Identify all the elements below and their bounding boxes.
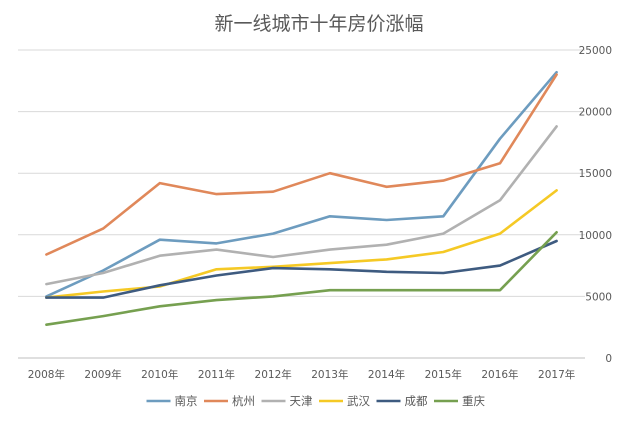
series-line-4	[45, 189, 558, 299]
series-line-5	[45, 239, 558, 299]
x-tick-label: 2013年	[311, 368, 348, 381]
x-tick-label: 2009年	[84, 368, 121, 381]
series-line-1	[45, 70, 558, 298]
legend-label: 南京	[175, 394, 198, 408]
series-lines	[45, 70, 558, 327]
legend-item: 武汉	[319, 394, 370, 408]
x-tick-label: 2015年	[425, 368, 462, 381]
x-tick-label: 2016年	[481, 368, 518, 381]
chart-title: 新一线城市十年房价涨幅	[214, 13, 423, 35]
x-tick-label: 2014年	[368, 368, 405, 381]
legend-label: 武汉	[347, 394, 370, 408]
legend: 南京 杭州 天津 武汉 成都 重庆	[146, 394, 485, 408]
y-tick-label: 15000	[579, 168, 612, 180]
legend-item: 杭州	[204, 394, 255, 408]
legend-item: 重庆	[434, 394, 485, 408]
legend-item: 南京	[146, 394, 198, 408]
grid-lines	[18, 49, 585, 359]
y-axis-ticks: 0 5000 10000 15000 20000 25000	[579, 45, 612, 365]
y-tick-label: 0	[605, 353, 612, 365]
y-tick-label: 20000	[579, 107, 612, 119]
legend-label: 成都	[405, 394, 428, 408]
y-tick-label: 5000	[585, 291, 612, 303]
legend-label: 天津	[290, 394, 313, 408]
legend-label: 重庆	[462, 394, 485, 408]
x-tick-label: 2017年	[538, 368, 575, 381]
legend-item: 成都	[376, 394, 428, 408]
series-line-6	[45, 231, 558, 327]
y-tick-label: 10000	[579, 230, 612, 242]
y-tick-label: 25000	[579, 45, 612, 57]
x-tick-label: 2010年	[141, 368, 178, 381]
x-axis-ticks: 2008年 2009年 2010年 2011年 2012年 2013年 2014年 2015年…	[28, 368, 576, 381]
x-tick-label: 2008年	[28, 368, 65, 381]
x-tick-label: 2012年	[255, 368, 292, 381]
x-tick-label: 2011年	[198, 368, 235, 381]
series-line-3	[45, 125, 558, 286]
series-line-2	[45, 73, 558, 256]
legend-item: 天津	[261, 394, 313, 408]
legend-label: 杭州	[232, 394, 255, 408]
